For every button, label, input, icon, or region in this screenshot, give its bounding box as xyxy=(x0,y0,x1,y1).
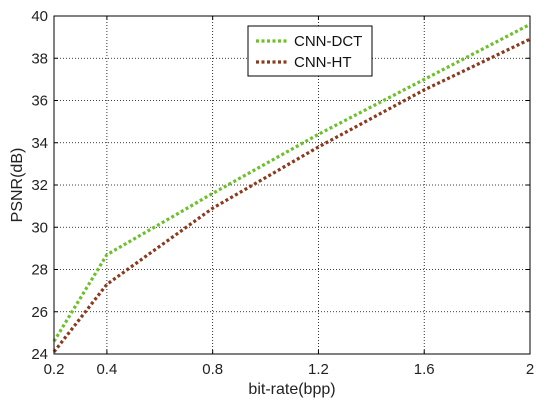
y-axis-title: PSNR(dB) xyxy=(9,148,26,223)
legend-label: CNN-DCT xyxy=(294,33,362,50)
y-tick-label: 32 xyxy=(31,177,48,194)
plot-series xyxy=(52,22,531,353)
x-axis-title: bit-rate(bpp) xyxy=(248,381,335,398)
y-tick-label: 26 xyxy=(31,304,48,321)
y-tick-label: 28 xyxy=(31,262,48,279)
legend: CNN-DCT CNN-HT xyxy=(247,25,373,77)
x-tick-label: 0.4 xyxy=(96,361,117,378)
series-line-cnn-ht xyxy=(52,37,531,353)
x-tick-label: 1.2 xyxy=(308,361,329,378)
y-tick-label: 34 xyxy=(31,135,48,152)
y-tick-label: 36 xyxy=(31,93,48,110)
axis-ticks: 0.2 0.4 0.8 1.2 1.6 2 24 26 28 30 32 34 36 38 40 xyxy=(31,8,534,378)
y-tick-label: 38 xyxy=(31,50,48,67)
x-tick-label: 0.2 xyxy=(44,361,65,378)
y-tick-label: 40 xyxy=(31,8,48,25)
x-tick-label: 1.6 xyxy=(414,361,435,378)
y-tick-label: 24 xyxy=(31,346,48,363)
legend-label: CNN-HT xyxy=(294,54,352,71)
series-line-cnn-dct xyxy=(52,22,531,343)
y-tick-label: 30 xyxy=(31,219,48,236)
legend-box xyxy=(247,25,373,77)
x-tick-label: 0.8 xyxy=(202,361,223,378)
x-tick-label: 2 xyxy=(526,361,534,378)
